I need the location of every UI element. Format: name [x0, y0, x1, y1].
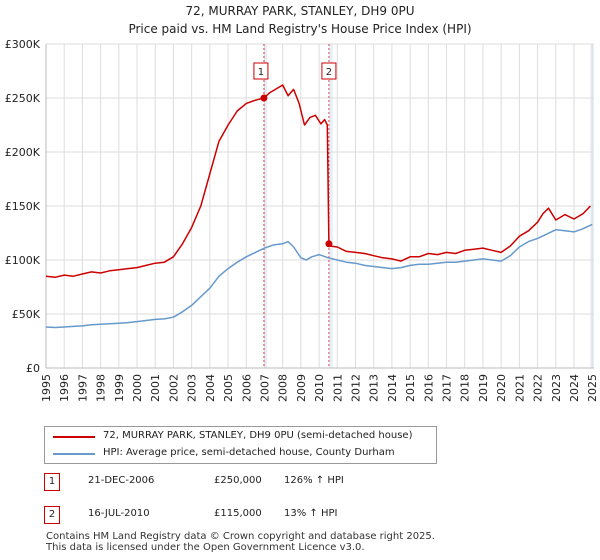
hpi-line [45, 223, 593, 329]
x-tick-label: 2000 [131, 374, 144, 402]
transaction-row: 2 16-JUL-2010 £115,000 13% ↑ HPI [44, 506, 384, 526]
x-tick-label: 2020 [495, 374, 508, 402]
sale-marker [260, 94, 268, 102]
x-tick-label: 2022 [532, 374, 545, 402]
legend-swatch-price [53, 436, 95, 438]
x-tick-label: 2025 [586, 374, 599, 402]
annotation-box [321, 62, 337, 80]
x-tick-label: 1998 [95, 374, 108, 402]
transaction-date: 21-DEC-2006 [88, 475, 155, 486]
x-tick-label: 2016 [422, 374, 435, 402]
x-tick-label: 2024 [568, 374, 581, 402]
transaction-price: £250,000 [214, 475, 262, 486]
x-tick-label: 2009 [295, 374, 308, 402]
transaction-row: 1 21-DEC-2006 £250,000 126% ↑ HPI [44, 473, 384, 493]
y-tick-label: £250K [5, 92, 41, 105]
x-tick-label: 2007 [258, 374, 271, 402]
x-tick-label: 2013 [368, 374, 381, 402]
x-tick-label: 2005 [222, 374, 235, 402]
y-tick-label: £50K [12, 308, 41, 321]
transaction-hpi: 126% ↑ HPI [284, 475, 344, 486]
x-tick-label: 2010 [313, 374, 326, 402]
x-tick-label: 1999 [113, 374, 126, 402]
transaction-badge: 1 [44, 473, 60, 491]
transaction-hpi: 13% ↑ HPI [284, 508, 338, 519]
x-tick-label: 2008 [277, 374, 290, 402]
transaction-date: 16-JUL-2010 [88, 508, 150, 519]
y-tick-label: £150K [5, 200, 41, 213]
price-chart: £0 £50K £100K £150K £200K £250K £300K 1995 1996 1… [5, 38, 599, 402]
transaction-badge: 2 [44, 506, 60, 524]
x-tick-label: 1995 [40, 374, 53, 402]
x-tick-label: 2001 [149, 374, 162, 402]
x-tick-label: 2002 [167, 374, 180, 402]
x-tick-label: 2018 [459, 374, 472, 402]
annotation-label: 2 [326, 67, 332, 78]
annotation-label: 1 [258, 67, 264, 78]
x-tick-label: 2017 [441, 374, 454, 402]
y-tick-label: £0 [26, 362, 40, 375]
x-tick-label: 2023 [550, 374, 563, 402]
y-tick-label: £300K [5, 38, 41, 51]
x-tick-label: 2021 [513, 374, 526, 402]
x-tick-label: 1997 [76, 374, 89, 402]
x-tick-label: 2015 [404, 374, 417, 402]
x-tick-label: 2006 [240, 374, 253, 402]
sale-marker [325, 240, 333, 248]
footer-copyright: Contains HM Land Registry data © Crown c… [46, 531, 435, 542]
legend-item-hpi: HPI: Average price, semi-detached house,… [45, 446, 436, 462]
y-tick-label: £200K [5, 146, 41, 159]
y-tick-label: £100K [5, 254, 41, 267]
legend-label-hpi: HPI: Average price, semi-detached house,… [103, 447, 395, 458]
transaction-price: £115,000 [214, 508, 262, 519]
chart-legend: 72, MURRAY PARK, STANLEY, DH9 0PU (semi-… [44, 426, 437, 464]
x-tick-label: 2003 [186, 374, 199, 402]
x-tick-label: 1996 [58, 374, 71, 402]
x-tick-label: 2019 [477, 374, 490, 402]
footer-license: This data is licensed under the Open Gov… [46, 542, 365, 553]
chart-title: 72, MURRAY PARK, STANLEY, DH9 0PU [185, 4, 415, 18]
x-tick-label: 2011 [331, 374, 344, 402]
price-line [45, 84, 591, 279]
legend-item-price: 72, MURRAY PARK, STANLEY, DH9 0PU (semi-… [45, 429, 436, 445]
x-tick-label: 2014 [386, 374, 399, 402]
legend-label-price: 72, MURRAY PARK, STANLEY, DH9 0PU (semi-… [103, 430, 413, 441]
annotation-box [253, 62, 269, 80]
x-tick-label: 2012 [350, 374, 363, 402]
x-tick-label: 2004 [204, 374, 217, 402]
legend-swatch-hpi [53, 453, 95, 455]
chart-subtitle: Price paid vs. HM Land Registry's House … [128, 22, 472, 36]
